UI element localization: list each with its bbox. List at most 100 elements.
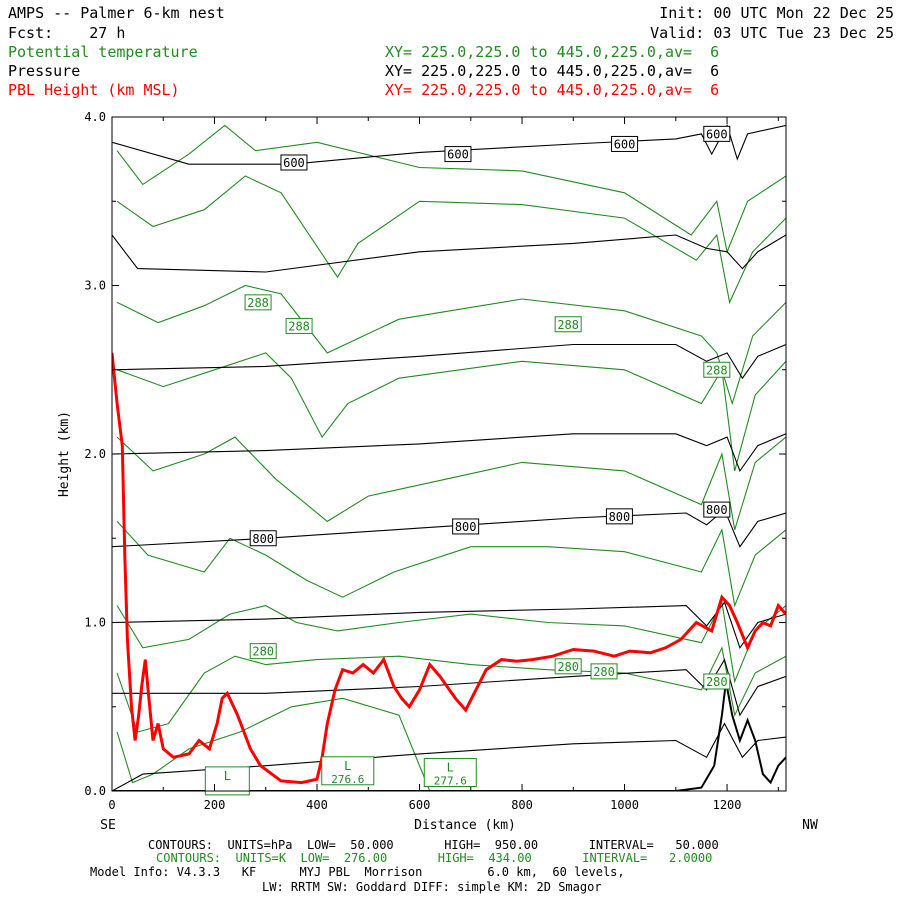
low-marker-box-2: [423, 757, 477, 787]
theta-contour-5: [116, 521, 786, 608]
low-marker-letter-0: L: [224, 769, 231, 783]
pressure-label-3: 600: [703, 125, 731, 142]
model-info-line-2: LW: RRTM SW: Goddard DIFF: simple KM: 2D…: [262, 880, 602, 894]
theta-contour-1: [116, 175, 786, 305]
pressure-label-1-box: [444, 146, 472, 163]
field-theta-xy: XY= 225.0,225.0 to 445.0,225.0,av= 6: [385, 43, 720, 61]
theta-label-4: 280: [249, 643, 277, 660]
terrain-line: [112, 681, 786, 791]
theta-label-0-box: [244, 294, 272, 311]
field-pressure-xy: XY= 225.0,225.0 to 445.0,225.0,av= 6: [385, 62, 720, 80]
pressure-contour-850: [112, 601, 786, 649]
x-axis-title: Distance (km): [414, 818, 516, 833]
field-pressure-name: Pressure: [8, 62, 81, 80]
pressure-label-7-box: [703, 501, 731, 518]
left-end-label: SE: [100, 818, 116, 833]
low-marker-letter-1: L: [344, 759, 351, 773]
pressure-contour-750: [112, 433, 786, 473]
pressure-contour-info: CONTOURS: UNITS=hPa LOW= 50.000 HIGH= 95…: [148, 838, 719, 852]
y-tick-label-3: 3.0: [84, 279, 106, 293]
theta-label-6: 280: [590, 663, 618, 680]
theta-label-1-text: 288: [288, 319, 310, 333]
theta-label-5-box: [554, 658, 582, 675]
theta-label-3-text: 288: [706, 363, 728, 377]
pressure-label-5-box: [452, 518, 480, 535]
theta-label-7: 280: [703, 673, 731, 690]
field-pbl-name: PBL Height (km MSL): [8, 81, 180, 99]
x-tick-label-3: 600: [409, 798, 431, 812]
theta-contour-8: [116, 697, 431, 791]
init-time: Init: 00 UTC Mon 22 Dec 25: [659, 4, 894, 22]
theta-contour-0: [116, 124, 786, 254]
theta-label-5-text: 280: [557, 660, 579, 674]
right-end-label: NW: [802, 818, 818, 833]
pressure-label-3-text: 600: [706, 127, 728, 141]
theta-label-7-text: 280: [706, 675, 728, 689]
y-tick-label-4: 4.0: [84, 110, 106, 124]
low-marker-letter-2: L: [447, 760, 454, 774]
pressure-label-4: 800: [249, 530, 277, 547]
theta-label-2-text: 288: [557, 318, 579, 332]
pressure-label-2-text: 600: [614, 137, 636, 151]
field-pbl-xy: XY= 225.0,225.0 to 445.0,225.0,av= 6: [385, 81, 720, 99]
chart-title: AMPS -- Palmer 6-km nest: [8, 4, 225, 22]
pressure-label-6: 800: [605, 508, 633, 525]
theta-label-7-box: [703, 673, 731, 690]
pressure-label-1: 600: [444, 146, 472, 163]
theta-label-3-box: [703, 361, 731, 378]
x-tick-label-4: 800: [511, 798, 533, 812]
y-axis-title: Height (km): [57, 411, 72, 497]
axis-ticks: 0 200 400 600 800 1000 1200 0.0 1.0 2.0 3.0 4.0: [84, 110, 786, 812]
theta-label-4-box: [249, 643, 277, 660]
plot-content: [112, 123, 786, 791]
pressure-label-2-box: [611, 135, 639, 152]
x-tick-label-0: 0: [108, 798, 115, 812]
y-tick-label-0: 0.0: [84, 784, 106, 798]
pressure-contour-650: [112, 234, 786, 273]
pressure-label-7: 800: [703, 501, 731, 518]
model-info-line-1: Model Info: V4.3.3 KF MYJ PBL Morrison 6…: [90, 865, 625, 879]
y-tick-label-1: 1.0: [84, 616, 106, 630]
valid-time: Valid: 03 UTC Tue 23 Dec 25: [650, 24, 894, 42]
low-marker-box-1: [321, 756, 375, 786]
x-tick-label-2: 400: [306, 798, 328, 812]
pressure-label-7-text: 800: [706, 503, 728, 517]
x-tick-label-6: 1200: [713, 798, 742, 812]
theta-label-0: 288: [244, 294, 272, 311]
theta-label-6-box: [590, 663, 618, 680]
pressure-label-1-text: 600: [447, 148, 469, 162]
pressure-label-0: 600: [280, 154, 308, 171]
theta-contour-info: CONTOURS: UNITS=K LOW= 276.00 HIGH= 434.…: [156, 851, 713, 865]
x-tick-label-1: 200: [204, 798, 226, 812]
y-tick-label-2: 2.0: [84, 447, 106, 461]
theta-label-4-text: 280: [252, 645, 274, 659]
pressure-label-0-box: [280, 154, 308, 171]
theta-label-3: 288: [703, 361, 731, 378]
pressure-contour-600: [112, 123, 786, 165]
pressure-label-5-text: 800: [455, 520, 477, 534]
theta-contour-6: [116, 600, 786, 684]
pbl-height-line: [112, 352, 786, 785]
theta-label-6-text: 280: [593, 665, 615, 679]
pressure-contour-900: [112, 658, 786, 717]
theta-label-2: 288: [554, 316, 582, 333]
pressure-label-6-text: 800: [609, 510, 631, 524]
pressure-label-2: 600: [611, 135, 639, 152]
pressure-label-6-box: [605, 508, 633, 525]
x-tick-label-5: 1000: [610, 798, 639, 812]
pressure-label-3-box: [703, 125, 731, 142]
pressure-label-4-box: [249, 530, 277, 547]
theta-label-1-box: [285, 317, 313, 334]
low-marker-value-2: 277.6: [434, 774, 467, 787]
low-marker-value-1: 276.6: [331, 773, 364, 786]
pressure-label-4-text: 800: [252, 532, 274, 546]
theta-label-0-text: 288: [247, 296, 269, 310]
theta-contour-2: [116, 284, 786, 406]
low-marker-0: L: [204, 766, 250, 796]
field-theta-name: Potential temperature: [8, 43, 198, 61]
pressure-label-5: 800: [452, 518, 480, 535]
forecast-hour: Fcst: 27 h: [8, 24, 126, 42]
